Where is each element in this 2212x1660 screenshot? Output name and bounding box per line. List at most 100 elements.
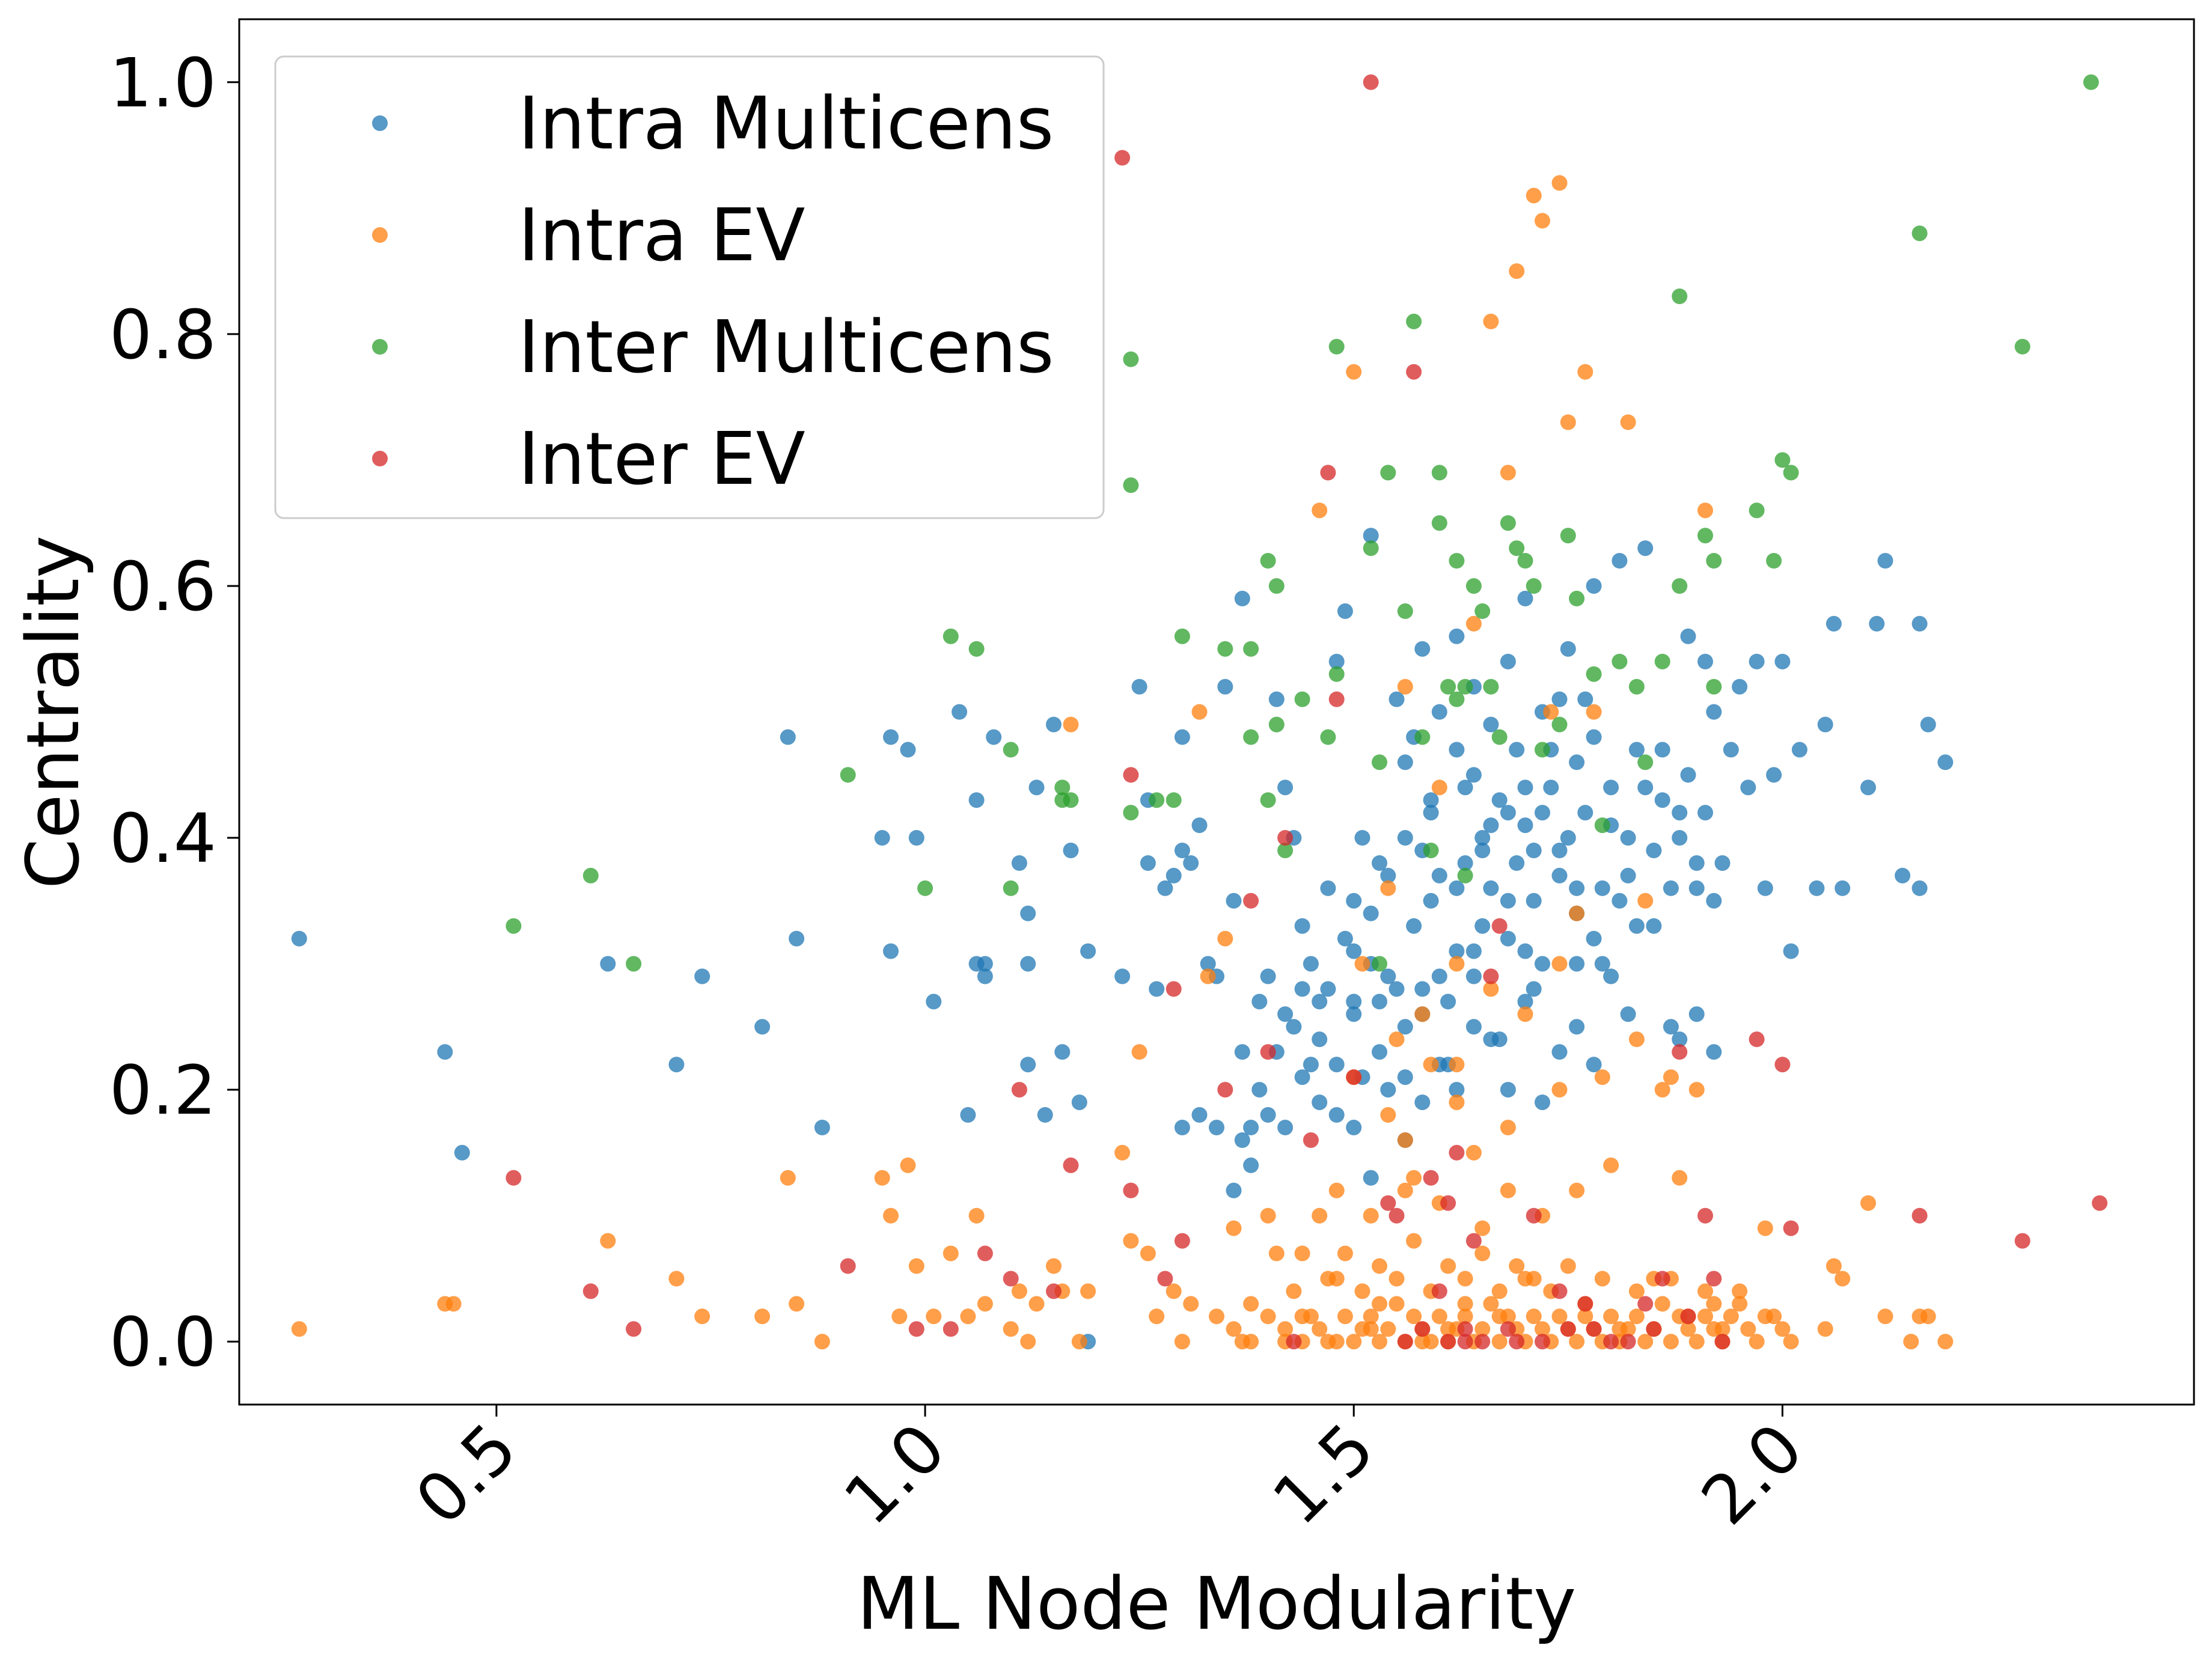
- point-series-0-80: [1483, 716, 1499, 733]
- point-series-2-23: [1268, 578, 1285, 594]
- point-series-0-151: [1491, 792, 1508, 808]
- point-series-0-27: [1028, 780, 1045, 796]
- point-series-1-158: [1688, 1334, 1705, 1350]
- point-series-0-228: [1465, 968, 1482, 984]
- point-series-1-177: [1491, 1283, 1508, 1299]
- point-series-0-190: [1234, 1132, 1250, 1148]
- point-series-2-35: [1414, 729, 1431, 745]
- point-series-0-165: [1612, 893, 1628, 909]
- point-series-3-15: [1166, 981, 1182, 997]
- point-series-0-20: [977, 968, 993, 984]
- legend-label: Intra EV: [518, 194, 805, 278]
- point-series-2-65: [1749, 502, 1765, 519]
- point-series-2-2: [626, 956, 642, 972]
- point-series-3-60: [1440, 1334, 1456, 1350]
- point-series-1-75: [1543, 704, 1559, 720]
- point-series-0-206: [1449, 1082, 1465, 1098]
- point-series-3-3: [840, 1258, 856, 1274]
- point-series-0-129: [1303, 956, 1319, 972]
- point-series-0-67: [1372, 993, 1387, 1010]
- point-series-1-103: [1860, 1195, 1876, 1211]
- point-series-1-144: [1569, 1334, 1585, 1350]
- point-series-0-105: [1697, 653, 1713, 670]
- point-series-0-186: [1551, 867, 1568, 883]
- point-series-1-76: [1551, 175, 1568, 191]
- point-series-1-21: [1011, 1283, 1027, 1299]
- point-series-0-107: [1714, 855, 1731, 871]
- point-series-3-40: [1551, 1283, 1568, 1299]
- point-series-0-93: [1594, 956, 1610, 972]
- point-series-2-63: [1706, 553, 1722, 569]
- point-series-1-77: [1560, 414, 1576, 430]
- point-series-1-74: [1535, 213, 1550, 229]
- point-series-0-238: [1526, 843, 1542, 858]
- point-series-1-12: [891, 1308, 908, 1325]
- point-series-0-215: [1603, 968, 1619, 984]
- point-series-1-197: [1569, 1182, 1585, 1198]
- point-series-1-7: [780, 1170, 796, 1186]
- point-series-0-111: [1749, 653, 1765, 670]
- point-series-0-78: [1465, 943, 1482, 959]
- point-series-0-223: [1277, 1006, 1294, 1022]
- point-series-3-5: [943, 1321, 959, 1337]
- point-series-0-61: [1320, 880, 1336, 896]
- point-series-0-149: [1474, 830, 1491, 846]
- point-series-2-34: [1406, 313, 1422, 329]
- point-series-2-64: [1706, 679, 1722, 695]
- point-series-1-44: [1260, 1207, 1276, 1224]
- point-series-1-13: [900, 1157, 916, 1173]
- point-series-0-36: [1131, 679, 1147, 695]
- point-series-1-115: [1312, 1321, 1328, 1337]
- point-series-0-96: [1620, 867, 1636, 883]
- point-series-1-167: [1320, 1271, 1336, 1287]
- point-series-0-49: [1226, 893, 1242, 909]
- point-series-2-15: [1149, 792, 1165, 808]
- y-tick-label: 0.6: [109, 548, 216, 626]
- point-series-0-62: [1328, 653, 1345, 670]
- point-series-0-86: [1535, 805, 1550, 821]
- point-series-0-132: [1328, 1057, 1345, 1073]
- point-series-0-98: [1637, 540, 1654, 557]
- point-series-1-36: [1183, 1296, 1199, 1312]
- point-series-1-184: [1628, 1283, 1645, 1299]
- point-series-3-41: [1560, 1321, 1576, 1337]
- point-series-0-3: [600, 956, 616, 972]
- point-series-0-74: [1431, 867, 1447, 883]
- point-series-0-115: [1783, 943, 1799, 959]
- point-series-2-43: [1474, 603, 1491, 619]
- point-series-2-41: [1457, 679, 1473, 695]
- point-series-0-7: [780, 729, 796, 745]
- point-series-1-88: [1654, 1082, 1670, 1098]
- point-series-0-209: [1500, 1082, 1516, 1098]
- point-series-3-36: [1483, 968, 1499, 984]
- point-series-2-69: [1911, 225, 1928, 242]
- point-series-3-31: [1431, 1283, 1447, 1299]
- point-series-3-11: [1114, 150, 1131, 166]
- point-series-1-108: [1937, 1334, 1954, 1350]
- point-series-0-48: [1217, 679, 1233, 695]
- point-series-0-9: [814, 1120, 830, 1135]
- point-series-0-99: [1646, 918, 1662, 934]
- point-series-2-18: [1217, 641, 1233, 657]
- legend-label: Intra Multicens: [518, 82, 1054, 166]
- point-series-0-43: [1174, 843, 1190, 858]
- point-series-0-59: [1303, 1057, 1319, 1073]
- point-series-1-23: [1028, 1296, 1045, 1312]
- point-series-1-206: [1500, 1120, 1516, 1135]
- point-series-1-20: [1003, 1321, 1019, 1337]
- legend-label: Inter EV: [518, 418, 805, 501]
- point-series-0-97: [1628, 742, 1645, 758]
- point-series-2-50: [1535, 742, 1550, 758]
- legend-marker: [372, 451, 388, 466]
- point-series-1-16: [943, 1245, 959, 1262]
- point-series-0-118: [1817, 716, 1833, 733]
- point-series-1-105: [1903, 1334, 1919, 1350]
- point-series-0-173: [1680, 767, 1696, 783]
- point-series-1-19: [977, 1296, 993, 1312]
- point-series-0-182: [1483, 817, 1499, 834]
- point-series-1-93: [1697, 502, 1713, 519]
- point-series-0-171: [1663, 880, 1679, 896]
- point-series-0-234: [1423, 792, 1439, 808]
- point-series-1-175: [1457, 1271, 1473, 1287]
- point-series-2-29: [1328, 666, 1345, 682]
